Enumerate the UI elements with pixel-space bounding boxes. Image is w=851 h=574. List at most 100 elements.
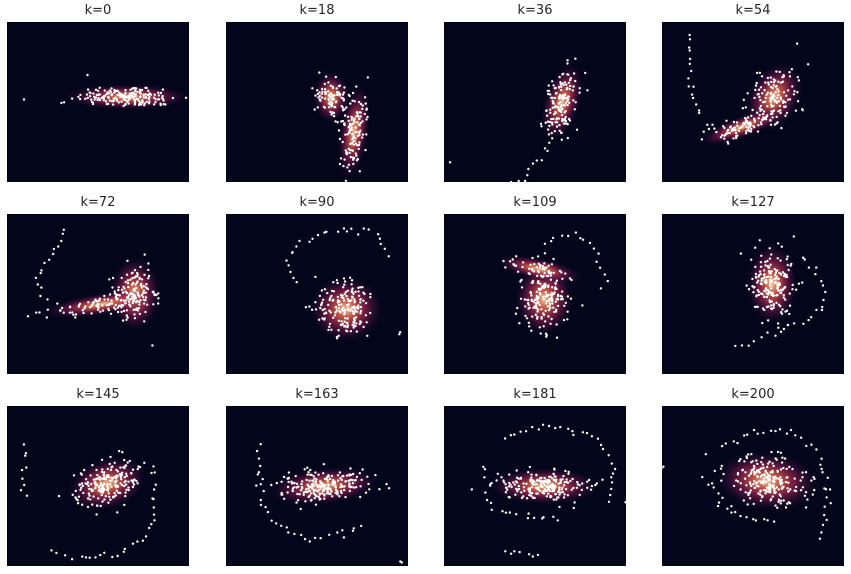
data-point: [134, 301, 138, 304]
data-point: [341, 529, 344, 532]
data-point: [520, 496, 524, 500]
data-point: [97, 497, 100, 500]
data-point: [559, 131, 563, 135]
panel-9: k=163: [226, 384, 408, 566]
data-point: [346, 321, 349, 324]
data-point: [736, 441, 739, 445]
data-point: [547, 315, 550, 318]
data-point: [529, 494, 533, 497]
data-point: [122, 285, 125, 288]
data-point: [359, 301, 362, 304]
data-point: [781, 456, 784, 459]
data-point: [543, 476, 546, 480]
data-point: [563, 117, 567, 121]
data-point: [319, 99, 322, 102]
data-point: [108, 462, 111, 466]
data-point: [341, 106, 344, 109]
data-point: [322, 105, 326, 109]
data-point: [747, 126, 750, 130]
data-point: [286, 491, 289, 494]
data-point: [146, 287, 149, 290]
data-point: [109, 498, 112, 501]
data-point: [755, 71, 759, 75]
data-point: [356, 134, 359, 138]
data-point: [766, 465, 769, 469]
data-point: [321, 317, 324, 320]
data-point: [354, 290, 357, 293]
data-point: [90, 98, 93, 101]
data-point: [123, 96, 127, 100]
data-point: [549, 322, 552, 325]
data-point: [753, 466, 756, 469]
data-point: [801, 108, 804, 111]
data-point: [776, 278, 780, 281]
data-point: [754, 265, 757, 269]
data-point: [772, 464, 775, 468]
data-point: [532, 300, 535, 303]
data-point: [732, 129, 735, 132]
data-point: [769, 499, 772, 502]
data-point: [321, 484, 325, 487]
data-point: [723, 137, 726, 140]
data-point: [572, 85, 575, 88]
data-point: [130, 479, 133, 482]
data-point: [821, 471, 824, 474]
data-point: [737, 129, 741, 132]
data-point: [791, 85, 794, 88]
data-point: [752, 291, 755, 294]
data-point: [331, 495, 334, 498]
data-point: [564, 487, 568, 491]
data-point: [45, 316, 48, 319]
data-point: [111, 103, 115, 106]
data-point: [569, 479, 572, 483]
data-point: [320, 87, 324, 91]
data-point: [553, 468, 556, 471]
data-point: [314, 471, 317, 474]
data-point: [561, 290, 564, 293]
data-point: [610, 487, 613, 491]
data-point: [549, 111, 552, 115]
data-point: [768, 266, 771, 269]
data-point: [551, 299, 554, 302]
data-point: [113, 491, 116, 495]
data-point: [754, 275, 758, 278]
data-point: [78, 302, 82, 305]
data-point: [528, 465, 532, 469]
data-point: [86, 96, 89, 100]
data-point: [142, 298, 146, 301]
data-point: [144, 93, 147, 96]
data-point: [133, 289, 136, 292]
data-point: [136, 540, 139, 543]
data-point: [784, 480, 788, 484]
data-point: [335, 279, 339, 282]
data-point: [821, 523, 825, 527]
data-point: [351, 91, 355, 95]
data-point: [110, 100, 114, 103]
data-point: [759, 261, 763, 264]
data-point: [124, 479, 127, 483]
data-point: [801, 476, 804, 479]
data-point: [352, 162, 355, 166]
data-point: [753, 96, 756, 100]
data-point: [765, 480, 768, 484]
data-point: [560, 107, 564, 110]
data-point: [116, 475, 119, 478]
data-point: [502, 259, 505, 263]
data-point: [95, 504, 99, 507]
data-point: [785, 467, 788, 471]
data-point: [341, 485, 344, 488]
data-point: [792, 322, 796, 325]
data-point: [566, 136, 569, 140]
data-point: [127, 480, 130, 483]
data-point: [558, 486, 561, 489]
data-point: [553, 287, 557, 291]
data-point: [543, 242, 547, 245]
data-point: [318, 492, 321, 495]
data-point: [783, 272, 786, 275]
data-point: [779, 81, 783, 84]
data-point: [773, 273, 777, 277]
data-point: [109, 455, 112, 459]
data-point: [289, 270, 292, 274]
data-point: [550, 263, 554, 266]
data-point: [532, 516, 536, 520]
